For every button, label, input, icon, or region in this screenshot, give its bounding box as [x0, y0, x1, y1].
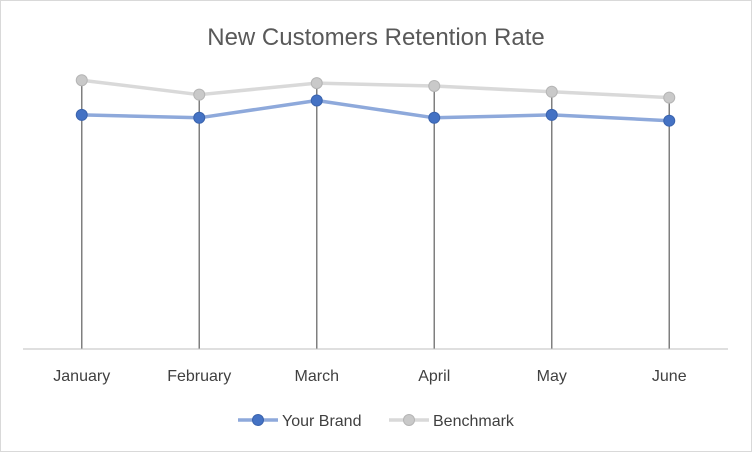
your-brand-point: [193, 111, 206, 124]
legend-swatch-marker: [252, 414, 264, 426]
legend-item-your-brand: Your Brand: [238, 413, 361, 430]
legend-swatch-marker: [403, 414, 415, 426]
benchmark-point: [193, 88, 206, 101]
your-brand-point: [75, 108, 88, 121]
benchmark-series-line: [81, 78, 670, 100]
x-tick-label: March: [295, 368, 339, 385]
your-brand-point: [428, 111, 441, 124]
legend-label: Benchmark: [433, 413, 515, 430]
legend: Your Brand Benchmark: [238, 413, 515, 430]
your-brand-point: [310, 94, 323, 107]
drop-lines: [81, 80, 670, 349]
legend-item-benchmark: Benchmark: [389, 413, 515, 430]
benchmark-point: [310, 77, 323, 90]
x-tick-label: January: [53, 368, 110, 385]
benchmark-point: [545, 85, 558, 98]
legend-label: Your Brand: [282, 413, 361, 430]
chart-title: New Customers Retention Rate: [207, 24, 544, 51]
x-tick-label: May: [537, 368, 567, 385]
benchmark-point: [428, 80, 441, 93]
your-brand-point: [663, 114, 676, 127]
x-tick-label: April: [418, 368, 450, 385]
x-tick-label: June: [652, 368, 687, 385]
series-layer: [75, 74, 676, 127]
x-tick-label: February: [167, 368, 231, 385]
x-tick-labels: January February March April May June: [53, 368, 686, 385]
benchmark-point: [663, 91, 676, 104]
your-brand-series-line: [81, 98, 670, 123]
your-brand-point: [545, 108, 558, 121]
benchmark-point: [75, 74, 88, 87]
